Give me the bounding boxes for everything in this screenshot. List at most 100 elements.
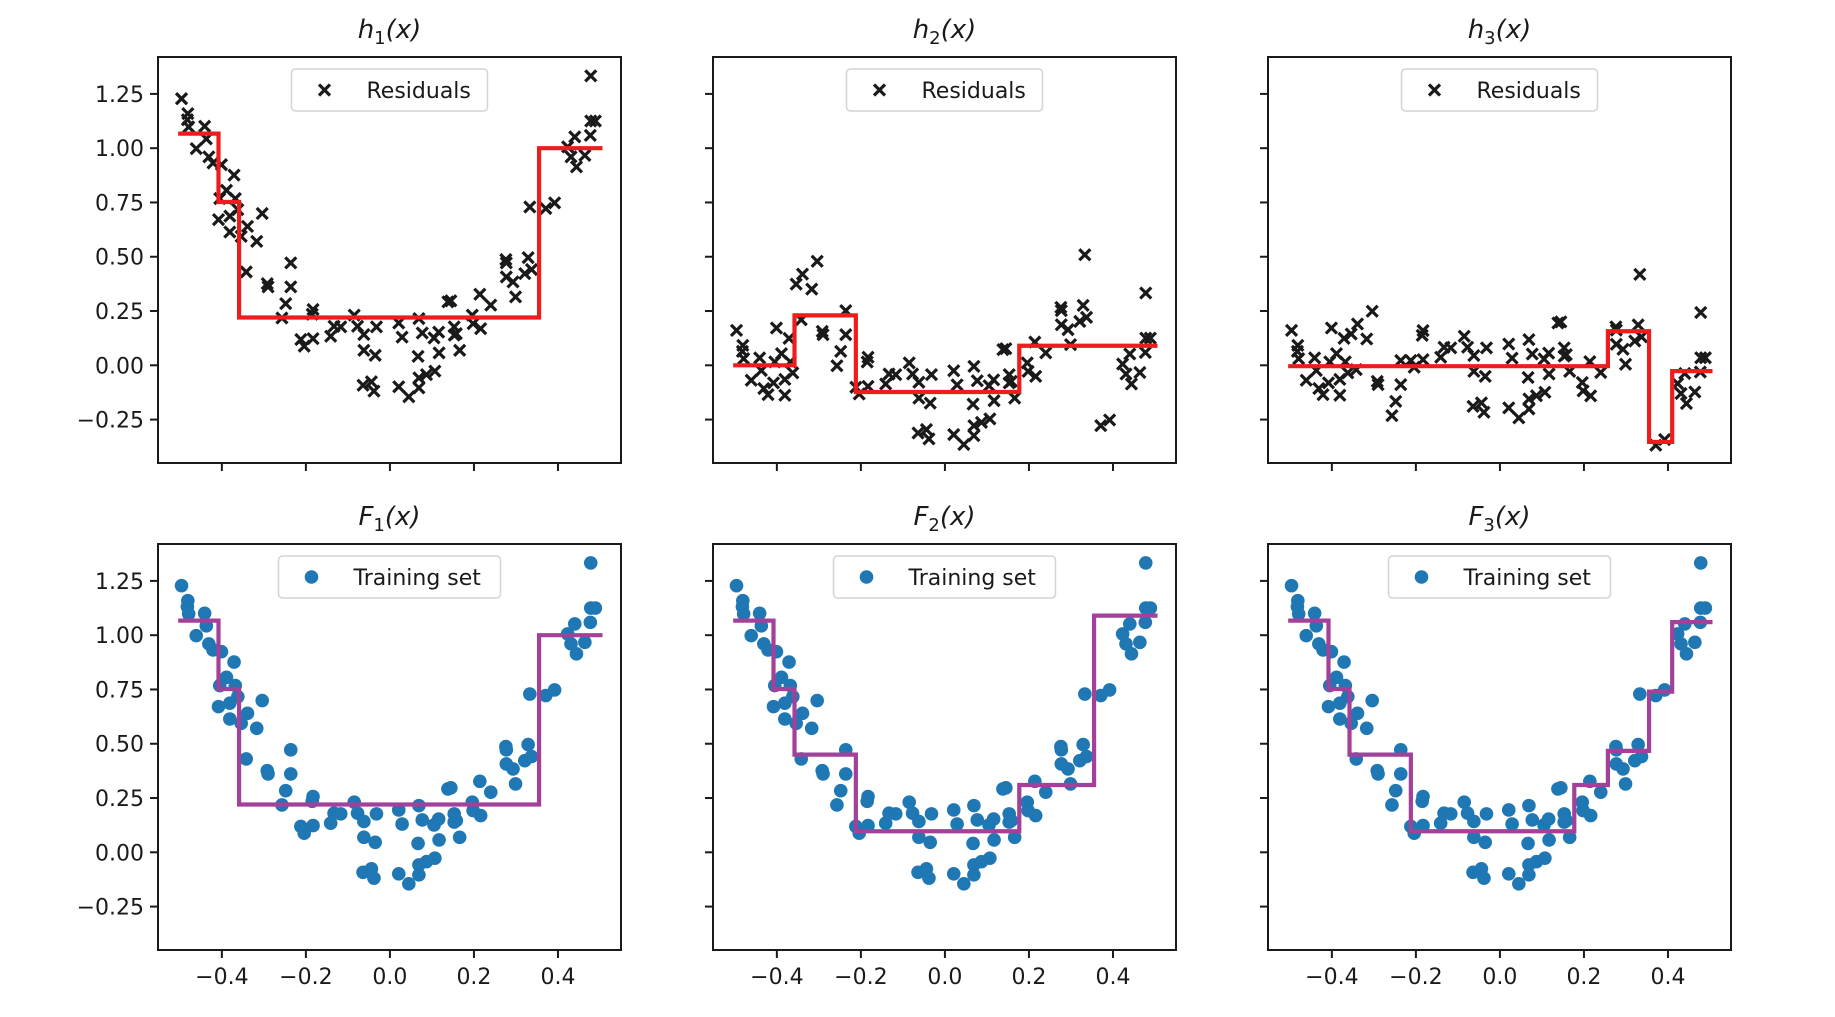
x-axis: −0.4 −0.2 0.0 0.2 0.4 <box>1305 950 1685 990</box>
legend: Residuals <box>1400 68 1599 112</box>
subplot-h1: h1(x) −0.25 0.00 0.25 0.50 0.75 1.00 1.25 Resid… <box>77 15 622 471</box>
y-tick-label: 0.50 <box>95 733 144 758</box>
residual-point <box>1073 314 1087 329</box>
title-main: F <box>1468 502 1484 532</box>
residual-point <box>1616 342 1630 356</box>
title-subscript: 3 <box>1483 515 1494 536</box>
training-point <box>1554 781 1568 795</box>
training-point <box>197 606 212 621</box>
title-argument: (x) <box>940 502 976 532</box>
residual-point <box>923 396 937 410</box>
residual-point <box>778 372 792 387</box>
y-tick-label: 1.00 <box>95 624 144 649</box>
residual-point <box>1415 328 1429 342</box>
title-main: h <box>913 15 929 45</box>
training-point <box>483 785 498 799</box>
x-tick-label: 0.4 <box>1095 965 1130 990</box>
x-tick-label: 0.4 <box>540 965 575 990</box>
residual-point <box>1333 372 1347 387</box>
residual-point <box>1674 386 1688 401</box>
residual-point <box>1618 357 1633 371</box>
residual-point <box>1542 346 1556 360</box>
x-tick-label: −0.2 <box>279 965 332 990</box>
residual-point <box>967 359 981 374</box>
training-point <box>249 721 264 736</box>
residual-point <box>412 381 426 395</box>
training-point <box>508 777 523 791</box>
residual-point <box>1054 303 1068 318</box>
x-tick-label: −0.2 <box>834 965 887 990</box>
residual-point <box>789 277 803 291</box>
y-axis <box>705 92 713 421</box>
training-points <box>729 556 1158 891</box>
residual-point <box>1143 331 1158 345</box>
training-point <box>1479 807 1494 821</box>
ensemble-fit-step-line <box>1288 618 1713 834</box>
training-point <box>1525 813 1540 827</box>
title-argument: (x) <box>1495 502 1531 532</box>
training-point <box>234 716 248 731</box>
residual-point <box>1389 394 1403 408</box>
residual-point <box>729 323 744 337</box>
training-point <box>1061 762 1075 776</box>
training-point <box>1505 817 1519 831</box>
training-point <box>1618 777 1633 791</box>
residual-point <box>395 330 409 344</box>
training-point <box>452 830 467 845</box>
residual-point <box>402 390 416 404</box>
residual-point <box>189 141 203 156</box>
training-point <box>1501 866 1516 881</box>
y-axis: −0.25 0.00 0.25 0.50 0.75 1.00 1.25 <box>77 570 158 921</box>
residual-point <box>568 130 582 144</box>
residual-point <box>284 280 298 294</box>
subplot-title: F2(x) <box>913 502 975 536</box>
residual-point <box>182 120 196 134</box>
legend-label: Training set <box>908 566 1037 591</box>
residual-point <box>766 376 781 390</box>
training-point <box>736 607 751 621</box>
training-point <box>1143 601 1158 615</box>
residual-point <box>1633 267 1647 281</box>
residual-point <box>860 355 874 369</box>
residual-point <box>1631 318 1645 332</box>
residual-point <box>947 427 961 442</box>
training-point <box>444 781 458 795</box>
residual-point <box>1505 351 1519 365</box>
x-axis <box>775 463 1114 471</box>
training-point <box>473 808 488 823</box>
residual-point <box>279 297 293 311</box>
residual-point <box>369 320 384 334</box>
y-axis: −0.25 0.00 0.25 0.50 0.75 1.00 1.25 <box>77 83 158 434</box>
training-point <box>1522 798 1536 813</box>
residual-point <box>999 341 1013 356</box>
residual-point <box>524 262 539 277</box>
legend-dot-marker-icon <box>859 570 874 584</box>
title-main: F <box>913 502 929 532</box>
residual-point <box>1324 321 1339 335</box>
residual-point <box>364 375 379 389</box>
training-point <box>987 833 1001 847</box>
legend-box <box>1387 555 1612 599</box>
x-tick-label: 0.2 <box>1011 965 1046 990</box>
residual-point <box>1116 357 1130 371</box>
training-point <box>1679 647 1694 661</box>
y-axis <box>1260 92 1268 421</box>
training-point <box>924 807 939 821</box>
residual-point <box>753 351 767 365</box>
legend: Residuals <box>290 68 489 112</box>
legend-label: Residuals <box>1477 79 1581 104</box>
residual-point <box>816 328 830 342</box>
residual-point <box>967 419 981 433</box>
y-axis <box>1260 579 1268 908</box>
residual-point <box>588 114 603 128</box>
residual-point <box>1538 385 1552 399</box>
title-argument: (x) <box>941 15 977 45</box>
training-point <box>1365 693 1379 708</box>
training-point <box>1054 743 1069 757</box>
residual-point <box>432 346 446 360</box>
subplot-h2: h2(x) Residuals <box>705 15 1177 471</box>
residual-point <box>227 168 241 182</box>
residual-point <box>174 92 189 106</box>
residual-point <box>1474 396 1489 410</box>
